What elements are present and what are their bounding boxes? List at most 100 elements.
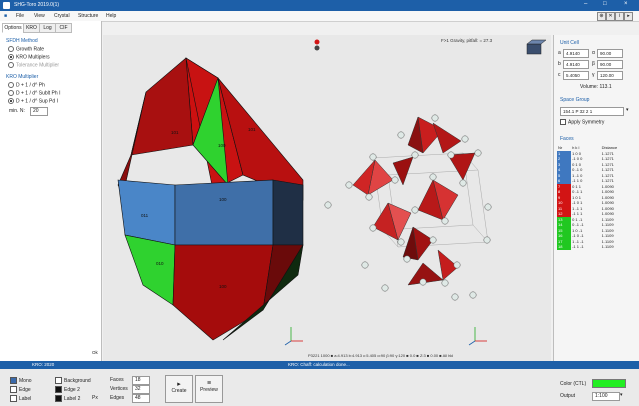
output-select[interactable]: 1:100 (592, 392, 620, 401)
crystal-morphology[interactable] (117, 57, 304, 341)
cell-beta-input[interactable]: 90.00 (597, 60, 623, 69)
menu-view[interactable]: View (34, 13, 45, 19)
apply-symmetry-checkbox[interactable]: Apply Symmetry (560, 119, 604, 125)
col-nr: Nr (558, 145, 563, 150)
reset-icon[interactable]: ✕ (606, 12, 615, 21)
zoom-icon[interactable]: ⊕ (597, 12, 606, 21)
tab-options[interactable]: Options (2, 23, 24, 33)
label-checkbox[interactable]: Label (10, 395, 31, 402)
cell-alpha-label: α (592, 50, 595, 56)
vertices-count-label: Vertices (110, 386, 128, 392)
menu-help[interactable]: Help (106, 13, 117, 19)
menu-structure[interactable]: Structure (78, 13, 99, 19)
kro-multipliers-radio[interactable]: KRO Multiplers (8, 54, 50, 60)
cell-b-input[interactable]: 4.9140 (563, 60, 589, 69)
face-nr: 16 (557, 233, 572, 239)
chevron-down-icon[interactable]: ▾ (626, 107, 629, 113)
play-icon[interactable]: ▸ (624, 12, 633, 21)
face-hkl: 0 -1 1 (572, 189, 583, 194)
space-group-title: Space Group (560, 97, 590, 103)
minimize-button[interactable]: – (584, 1, 588, 7)
face-distance: 1.1271 (601, 161, 614, 167)
face-hkl: 1 0 0 (572, 150, 581, 156)
face-nr: 8 (557, 189, 572, 195)
tab-kro[interactable]: KRO (23, 23, 40, 33)
axes-indicator-left (284, 327, 303, 346)
background-checkbox[interactable]: Background (55, 377, 91, 384)
min-n-stepper[interactable]: 20 (30, 107, 48, 116)
oxygen-atoms[interactable] (324, 114, 492, 301)
kro-option-2-radio[interactable]: D + 1 / d^ Sublt Ph I (8, 90, 60, 96)
face-row[interactable]: 10 -1 0 1 1.0090 (557, 200, 639, 206)
face-row[interactable]: 14 0 -1 -1 1.1109 (557, 222, 639, 228)
face-row[interactable]: 2 -1 0 0 1.1271 (557, 156, 639, 162)
face-hkl: 1 -1 -1 (572, 238, 584, 244)
sio4-tetrahedra[interactable] (352, 116, 476, 286)
edge-2-checkbox[interactable]: Edge 2 (55, 386, 80, 393)
cell-gamma-input[interactable]: 120.00 (597, 71, 623, 80)
space-group-select[interactable]: 154.1 P 32 2 1 (560, 107, 624, 116)
cell-beta-label: β (592, 61, 595, 67)
face-bottom-dark (222, 244, 304, 341)
app-menu-icon[interactable]: ■ (4, 13, 8, 19)
face-top-left (130, 57, 194, 156)
face-nr: 15 (557, 227, 572, 233)
menu-file[interactable]: File (16, 13, 25, 19)
label-2-checkbox[interactable]: Label 2 (55, 395, 80, 402)
face-nr: 10 (557, 200, 572, 206)
preview-button[interactable]: ≡ Preview (195, 375, 223, 403)
faces-title: Faces (560, 136, 574, 142)
tab-cif[interactable]: CIF (55, 23, 72, 33)
viewport-canvas: 101 101 100 100 011 010 100 (117, 39, 547, 346)
crystal-viewport[interactable]: 101 101 100 100 011 010 100 (103, 35, 551, 361)
cell-c-input[interactable]: 5.4050 (563, 71, 589, 80)
face-row[interactable]: 13 0 1 -1 1.1109 (557, 216, 639, 222)
face-row[interactable]: 12 -1 1 1 1.0090 (557, 211, 639, 217)
face-row[interactable]: 18 -1 1 -1 1.1109 (557, 244, 639, 250)
growth-rate-radio[interactable]: Growth Rate (8, 46, 44, 52)
color-swatch[interactable] (592, 379, 626, 388)
mono-checkbox[interactable]: Mono (10, 377, 32, 384)
face-row[interactable]: 15 1 0 -1 1.1109 (557, 227, 639, 233)
face-distance: 1.0090 (601, 194, 614, 200)
kro-option-3-radio[interactable]: D + 1 / d^ Sup Pd I (8, 98, 58, 104)
col-distance: Distance (601, 145, 618, 150)
face-label: 010 (156, 261, 164, 266)
face-row[interactable]: 17 1 -1 -1 1.1109 (557, 238, 639, 244)
face-row[interactable]: 6 -1 1 0 1.1271 (557, 178, 639, 184)
edge-checkbox[interactable]: Edge (10, 386, 31, 393)
output-chevron-down-icon[interactable]: ▾ (620, 392, 623, 398)
info-icon[interactable]: i (615, 12, 624, 21)
cell-volume-text: Volume: 113.1 (580, 84, 612, 90)
face-nr: 6 (557, 178, 572, 184)
menu-crystal[interactable]: Crystal (54, 13, 70, 19)
face-hkl: 0 1 -1 (572, 216, 583, 222)
create-button[interactable]: ▸ Create (165, 375, 193, 403)
maximize-button[interactable]: □ (603, 1, 607, 7)
face-hkl: -1 0 1 (572, 200, 583, 205)
tolerance-multiplier-radio[interactable]: Tolerance Multiplier (8, 62, 59, 68)
face-prism-front (174, 179, 274, 246)
cell-alpha-input[interactable]: 90.00 (597, 49, 623, 58)
face-nr: 11 (557, 205, 572, 211)
tab-log[interactable]: Log (39, 23, 56, 33)
kro-option-1-radio[interactable]: D + 1 / d^ Ph (8, 82, 45, 88)
face-hkl: -1 0 -1 (572, 233, 584, 238)
face-hkl: -1 1 0 (572, 178, 583, 183)
face-nr: 9 (557, 194, 572, 200)
red-marker-icon (314, 39, 320, 45)
face-row[interactable]: 11 1 -1 1 1.0090 (557, 205, 639, 211)
face-row[interactable]: 16 -1 0 -1 1.1109 (557, 233, 639, 239)
app-icon (3, 2, 10, 9)
cell-a-input[interactable]: 4.9140 (563, 49, 589, 58)
sfdh-method-title: SFDH Method (6, 38, 38, 44)
close-button[interactable]: × (624, 1, 628, 7)
